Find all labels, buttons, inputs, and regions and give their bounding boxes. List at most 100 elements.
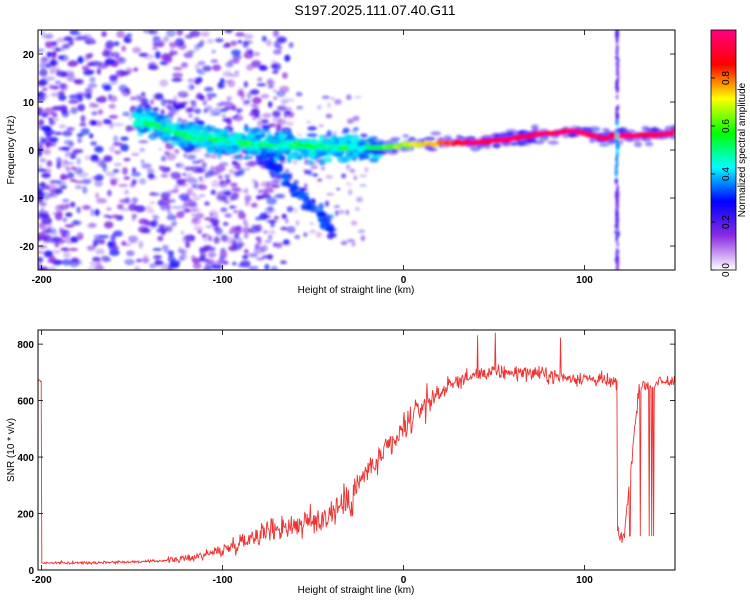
snr-xtick-label: 100 [576, 575, 593, 586]
noise-blob [174, 174, 181, 179]
noise-blob [130, 96, 136, 101]
noise-blob [113, 122, 124, 127]
noise-blob [202, 65, 212, 72]
noise-blob [118, 84, 128, 92]
interference-blob [615, 265, 619, 270]
noise-blob [257, 77, 263, 82]
band-blob [274, 131, 280, 136]
noise-blob [267, 123, 277, 128]
noise-blob [187, 78, 193, 83]
noise-blob [248, 229, 254, 234]
noise-blob [94, 208, 100, 217]
noise-blob [260, 93, 270, 99]
noise-blob [180, 230, 185, 235]
noise-blob [205, 225, 213, 229]
noise-blob [66, 127, 75, 131]
streak-blob [300, 205, 308, 211]
noise-blob [222, 79, 232, 84]
interference-blob [615, 206, 619, 214]
halo-blob [501, 132, 509, 138]
noise-blob [143, 254, 149, 261]
streak-blob [329, 214, 334, 219]
noise-blob [105, 171, 116, 177]
noise-blob [248, 252, 258, 258]
noise-blob [89, 260, 99, 267]
noise-blob [318, 124, 324, 127]
noise-blob [66, 145, 73, 151]
noise-blob [49, 58, 59, 67]
noise-blob [76, 31, 82, 37]
noise-blob [86, 245, 96, 251]
noise-blob [39, 158, 47, 163]
noise-blob [122, 243, 132, 247]
noise-blob [214, 227, 223, 235]
band-blob [243, 155, 250, 160]
interference-blob [615, 55, 618, 60]
noise-blob [325, 113, 333, 119]
noise-blob [219, 161, 229, 167]
band-blob [345, 140, 352, 145]
halo-blob [443, 135, 452, 141]
noise-blob [84, 93, 92, 99]
band-blob [214, 130, 224, 136]
noise-blob [120, 207, 130, 212]
noise-blob [315, 231, 322, 238]
band-blob [137, 132, 143, 137]
noise-blob [125, 125, 132, 132]
noise-blob [231, 160, 238, 165]
noise-blob [113, 230, 123, 237]
noise-blob [42, 148, 51, 155]
noise-blob [252, 117, 257, 121]
noise-blob [131, 171, 141, 177]
noise-blob [62, 43, 71, 50]
noise-blob [81, 179, 92, 185]
noise-blob [76, 57, 84, 64]
noise-blob [142, 30, 154, 34]
spectrogram-data [38, 30, 675, 270]
noise-blob [60, 45, 65, 52]
noise-blob [233, 170, 241, 177]
noise-blob [118, 183, 129, 188]
interference-blob [616, 119, 620, 128]
noise-blob [267, 205, 275, 212]
halo-blob [461, 136, 470, 141]
noise-blob [194, 108, 201, 114]
colorbar-label: Normalized spectral amplitude [737, 82, 748, 217]
band-blob [234, 155, 241, 160]
noise-blob [204, 152, 212, 158]
noise-blob [302, 169, 307, 173]
noise-blob [256, 83, 267, 87]
noise-blob [272, 89, 278, 93]
noise-blob [54, 243, 60, 248]
noise-blob [255, 257, 265, 261]
noise-blob [96, 68, 102, 75]
noise-blob [352, 115, 360, 122]
noise-blob [359, 174, 368, 178]
noise-blob [120, 136, 129, 141]
noise-blob [96, 198, 108, 204]
band-blob [307, 126, 317, 131]
noise-blob [119, 70, 131, 76]
noise-blob [284, 54, 291, 62]
noise-blob [77, 137, 82, 144]
noise-blob [70, 236, 79, 243]
noise-blob [221, 114, 226, 118]
noise-blob [42, 226, 52, 231]
noise-blob [264, 263, 270, 270]
noise-blob [87, 266, 99, 270]
noise-blob [100, 161, 108, 169]
noise-blob [208, 109, 215, 114]
noise-blob [51, 112, 58, 118]
snr-ticks: -200 -100 0 100 0 200 400 600 800 [17, 330, 675, 586]
noise-blob [277, 118, 287, 126]
noise-blob [246, 64, 254, 71]
noise-blob [252, 96, 262, 105]
noise-blob [57, 104, 68, 111]
noise-blob [333, 205, 341, 209]
noise-blob [228, 245, 238, 252]
noise-blob [62, 217, 68, 223]
noise-blob [242, 227, 251, 234]
noise-blob [170, 222, 175, 227]
streak-blob [324, 220, 329, 224]
noise-blob [188, 199, 197, 206]
